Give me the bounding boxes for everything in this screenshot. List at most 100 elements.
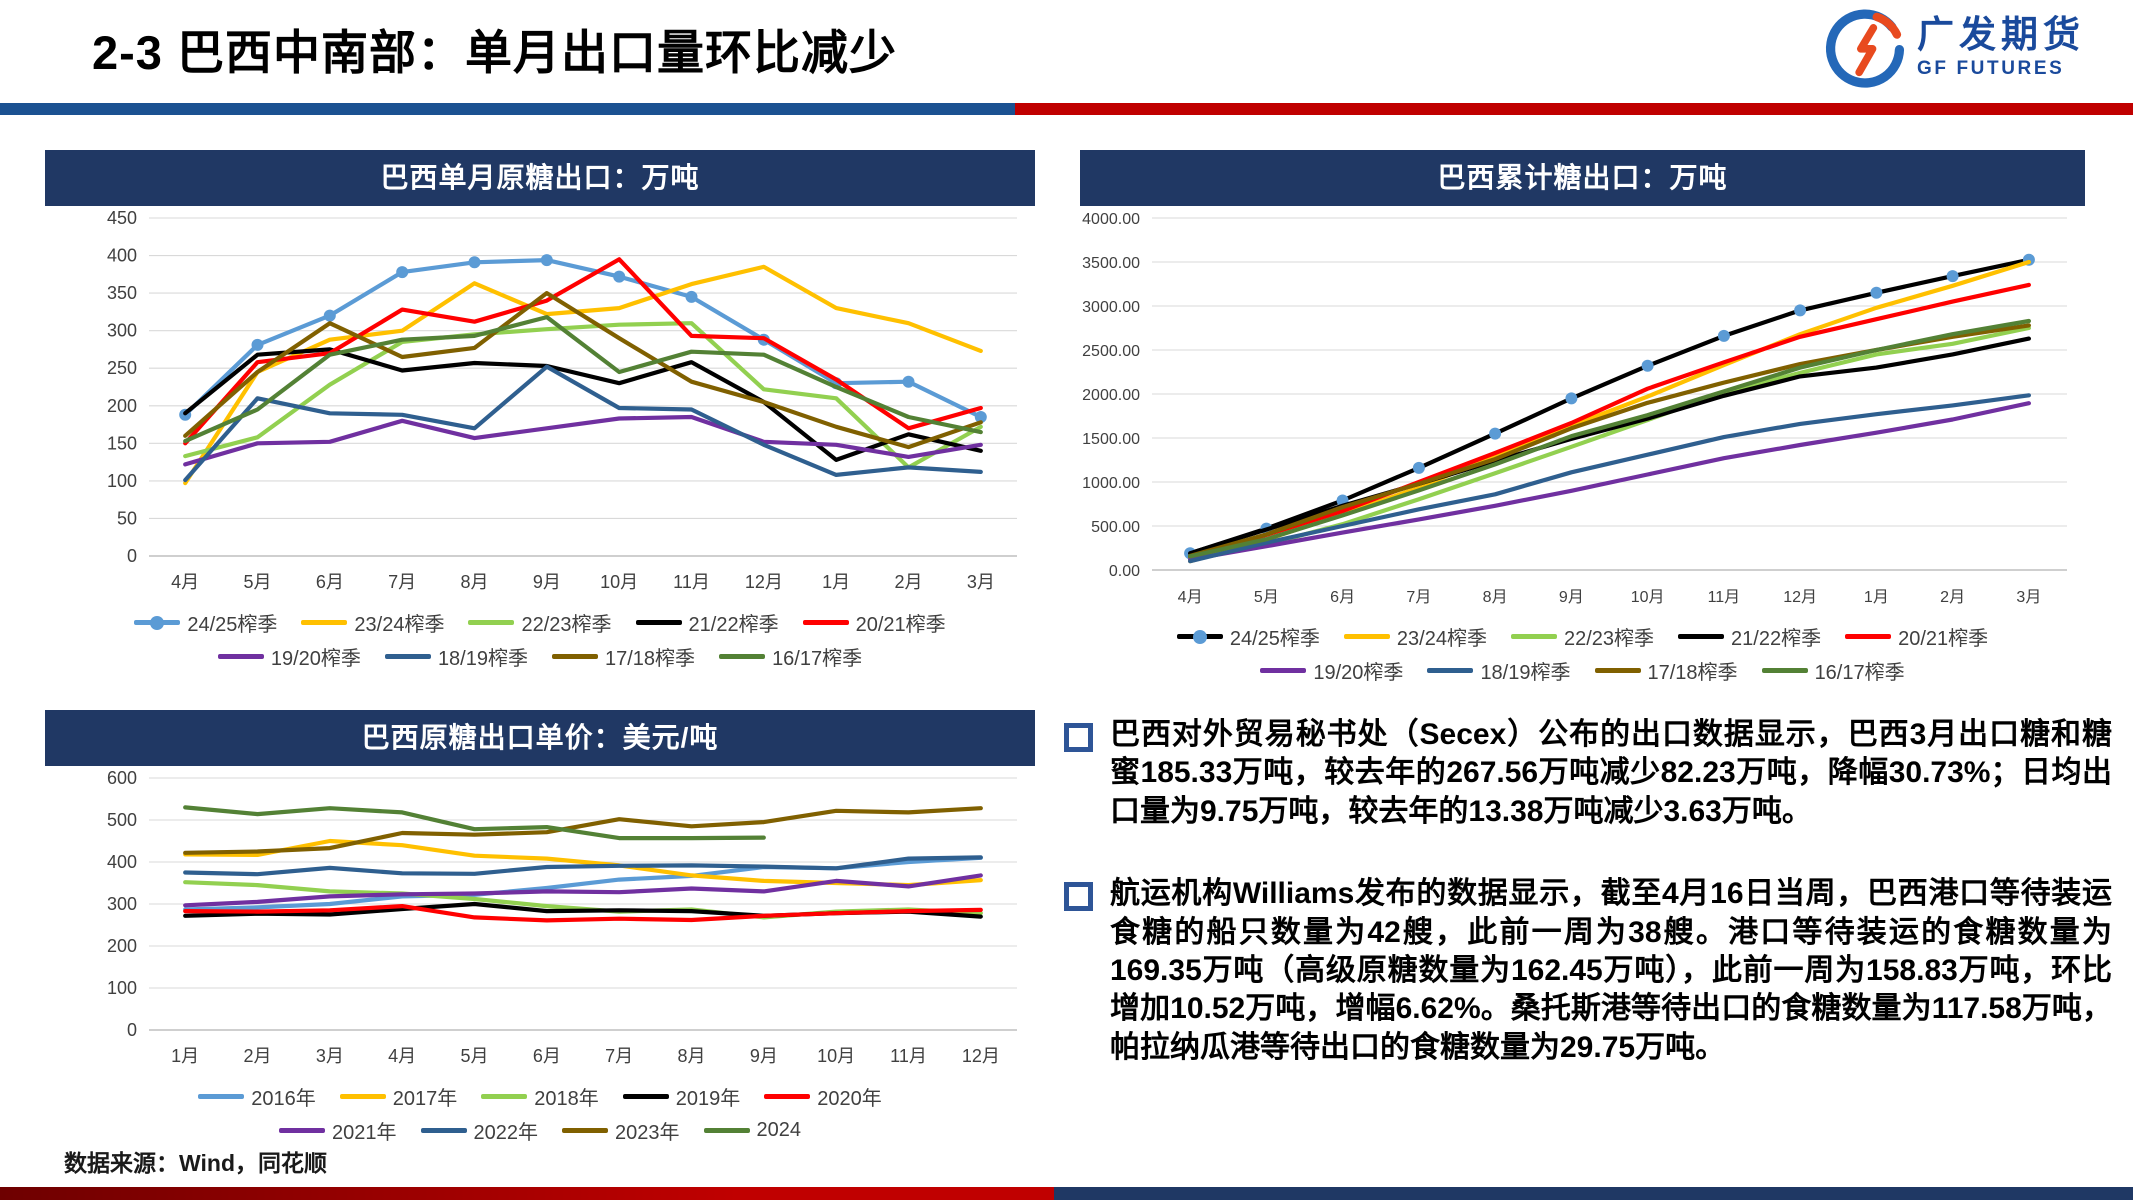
x-axis-tick-label: 8月 (1483, 589, 1508, 606)
bullet-item-williams: 航运机构Williams发布的数据显示，截至4月16日当周，巴西港口等待装运食糖… (1064, 875, 2112, 1067)
legend-line-swatch (622, 1094, 669, 1099)
legend-item-2023年: 2023年 (562, 1116, 680, 1145)
legend-item-2017年: 2017年 (339, 1082, 457, 1111)
legend-line-swatch (1594, 668, 1641, 673)
legend-label: 23/24榨季 (354, 614, 445, 636)
bullet-text-williams: 航运机构Williams发布的数据显示，截至4月16日当周，巴西港口等待装运食糖… (1110, 877, 2112, 1064)
monthly-exports-chart-title: 巴西单月原糖出口：万吨 (45, 150, 1035, 206)
series-marker (323, 309, 336, 322)
series-line-2020年 (183, 904, 983, 923)
y-axis-tick-label: 400 (107, 852, 137, 872)
top-divider-blue-segment (0, 103, 1016, 115)
series-marker (613, 270, 626, 283)
legend-label: 21/22榨季 (1731, 628, 1822, 650)
legend-item-24/25榨季: 24/25榨季 (134, 608, 277, 637)
legend-line-swatch (1343, 634, 1390, 639)
legend-row: 19/20榨季 18/19榨季 17/18榨季 16/17榨季 (1260, 656, 1905, 685)
legend-label: 24/25榨季 (187, 614, 278, 636)
series-marker (396, 266, 409, 279)
legend-line-swatch (562, 1128, 608, 1133)
legend-item-17/18榨季: 17/18榨季 (1594, 656, 1738, 685)
line-chart-svg: 0.00 500.00 1000.00 1500.00 2000.00 2500.00 30… (1082, 211, 2067, 606)
legend-item-2018年: 2018年 (481, 1082, 599, 1111)
legend-row: 24/25榨季 23/24榨季 22/23榨季 21/22榨季 20/21榨季 (134, 608, 946, 637)
series-line-2024 (183, 805, 766, 841)
logo-name-en: GF FUTURES (1917, 57, 2065, 79)
series-marker (1412, 461, 1425, 474)
legend-item-2024: 2024 (703, 1116, 802, 1145)
legend-line-swatch (1761, 668, 1808, 673)
legend-item-16/17榨季: 16/17榨季 (719, 642, 862, 671)
x-axis-tick-label: 11月 (890, 1046, 927, 1066)
legend-item-17/18榨季: 17/18榨季 (552, 642, 695, 671)
series-line-16/17榨季 (1188, 318, 2031, 559)
monthly-exports-line-chart: 0 50 100 150 200 250 300 350 400 450 4月 5月 6月 7月 8月 9月 1… (45, 206, 1035, 604)
series-line-20/21榨季 (183, 257, 983, 446)
series-marker (1641, 359, 1654, 372)
x-axis-tick-label: 12月 (962, 1046, 1000, 1066)
legend-line-swatch (198, 1094, 245, 1099)
legend-label: 19/20榨季 (270, 648, 361, 670)
x-axis-tick-label: 6月 (533, 1046, 561, 1066)
page-title: 2-3 巴西中南部：单月出口量环比减少 (92, 26, 897, 79)
bullet-square-icon (1064, 882, 1093, 912)
series-marker (1489, 427, 1502, 440)
legend-line-swatch (217, 654, 264, 659)
legend-label: 2019年 (675, 1088, 741, 1110)
legend-label: 17/18榨季 (605, 648, 696, 670)
top-divider (0, 103, 2133, 115)
legend-item-21/22榨季: 21/22榨季 (635, 608, 779, 637)
logo-text: 广发期货 GF FUTURES (1917, 15, 2085, 80)
cumulative-exports-chart-title: 巴西累计糖出口：万吨 (1080, 150, 2085, 206)
legend-label: 2024 (756, 1119, 802, 1141)
series-line-16/17榨季 (183, 315, 983, 444)
legend-item-16/17榨季: 16/17榨季 (1761, 656, 1905, 685)
series-marker (1870, 286, 1883, 299)
legend-label: 18/19榨季 (437, 648, 528, 670)
x-axis-tick-label: 1月 (822, 572, 850, 592)
cumulative-exports-line-chart: 0.00 500.00 1000.00 1500.00 2000.00 2500.00 30… (1080, 206, 2085, 618)
x-axis-tick-label: 4月 (388, 1046, 416, 1066)
series-marker (974, 411, 987, 423)
y-axis-tick-label: 1000.00 (1082, 475, 1140, 492)
x-axis-tick-label: 9月 (1559, 589, 1584, 606)
y-axis-tick-label: 2000.00 (1082, 387, 1140, 404)
x-axis-tick-label: 4月 (171, 572, 199, 592)
legend-label: 22/23榨季 (521, 614, 612, 636)
series-marker (1946, 270, 1959, 283)
series-line-17/18榨季 (183, 291, 983, 450)
x-axis-tick-label: 12月 (745, 572, 783, 592)
series-line-18/19榨季 (183, 364, 983, 483)
legend-label: 20/21榨季 (855, 614, 946, 636)
x-axis-tick-label: 9月 (750, 1046, 778, 1066)
legend-label: 16/17榨季 (772, 648, 863, 670)
legend-label: 2020年 (817, 1088, 882, 1110)
data-source-note: 数据来源：Wind，同花顺 (64, 1150, 327, 1176)
series-marker (468, 256, 481, 269)
legend-label: 19/20榨季 (1313, 662, 1404, 684)
bottom-divider (0, 1187, 2133, 1200)
legend-item-22/23榨季: 22/23榨季 (1510, 622, 1654, 651)
legend-line-swatch (279, 1128, 325, 1133)
y-axis-tick-label: 2500.00 (1082, 343, 1140, 360)
legend-label: 21/22榨季 (688, 614, 779, 636)
legend-label: 2022年 (473, 1122, 539, 1144)
legend-line-swatch (1845, 634, 1892, 639)
series-marker (540, 254, 553, 267)
cumulative-exports-legend: 24/25榨季 23/24榨季 22/23榨季 21/22榨季 20/21榨季 19/20… (1080, 622, 2085, 685)
legend-row: 2016年 2017年 2018年 2019年 2020年 (198, 1082, 882, 1111)
legend-label: 2018年 (534, 1088, 599, 1110)
panel-unit-price: 巴西原糖出口单价：美元/吨 0 100 200 300 400 500 600 1月 2月 3月 4… (45, 710, 1035, 1145)
bullet-item-secex: 巴西对外贸易秘书处（Secex）公布的出口数据显示，巴西3月出口糖和糖蜜185.… (1064, 716, 2112, 831)
x-axis-tick-label: 3月 (967, 572, 995, 592)
legend-line-swatch (134, 615, 181, 630)
top-divider-red-segment (1015, 103, 2133, 115)
x-axis-tick-label: 2月 (1940, 589, 1965, 606)
series-marker (1794, 304, 1807, 317)
series-line-2021年 (183, 873, 983, 908)
y-axis-tick-label: 200 (107, 936, 137, 956)
y-axis-tick-label: 450 (107, 208, 137, 228)
x-axis-tick-label: 4月 (1178, 589, 1203, 606)
x-axis-tick-label: 5月 (1254, 589, 1279, 606)
legend-item-20/21榨季: 20/21榨季 (1845, 622, 1988, 651)
